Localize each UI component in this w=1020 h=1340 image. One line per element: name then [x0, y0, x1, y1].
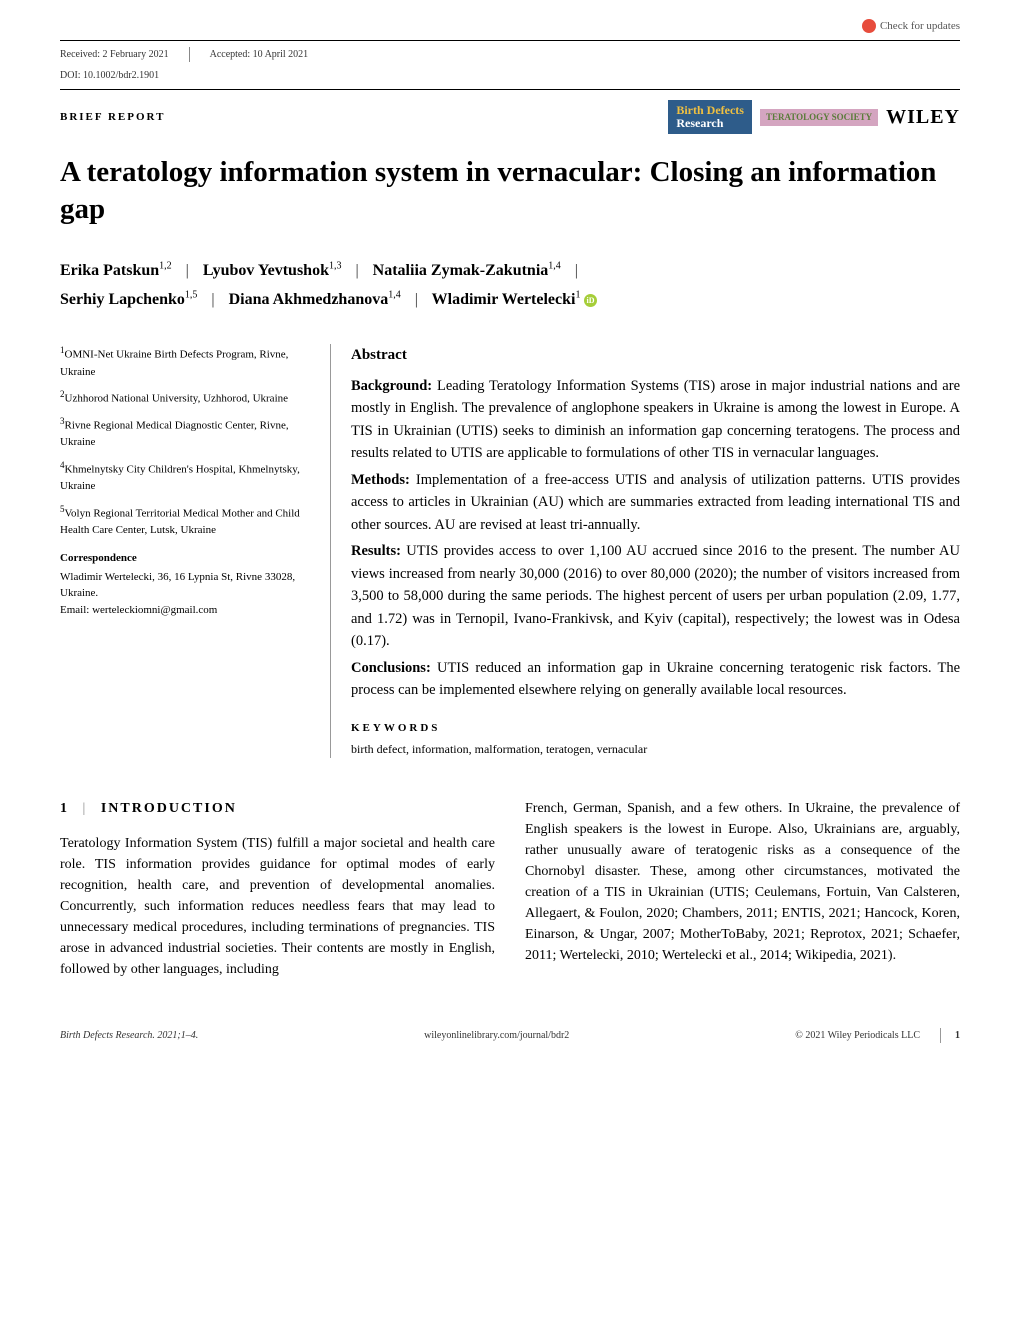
publisher-logo: WILEY [886, 102, 960, 132]
journal-badge: Birth Defects Research [668, 100, 752, 134]
main-columns: 1OMNI-Net Ukraine Birth Defects Program,… [60, 344, 960, 758]
accepted-date: Accepted: 10 April 2021 [210, 47, 329, 62]
report-type: BRIEF REPORT [60, 109, 165, 126]
doi: DOI: 10.1002/bdr2.1901 [60, 68, 960, 90]
footer-copyright: © 2021 Wiley Periodicals LLC [795, 1028, 920, 1043]
abstract-conclusions: Conclusions: UTIS reduced an information… [351, 657, 960, 702]
intro-column-right: French, German, Spanish, and a few other… [525, 798, 960, 980]
affiliations-column: 1OMNI-Net Ukraine Birth Defects Program,… [60, 344, 310, 758]
page-footer: Birth Defects Research. 2021;1–4. wileyo… [60, 1020, 960, 1043]
author: Lyubov Yevtushok1,3 [203, 262, 342, 279]
introduction-section: 1 | INTRODUCTION Teratology Information … [60, 798, 960, 980]
author: Wladimir Wertelecki1 [432, 291, 598, 308]
intro-column-left: 1 | INTRODUCTION Teratology Information … [60, 798, 495, 980]
intro-text-right: French, German, Spanish, and a few other… [525, 798, 960, 966]
author-separator: | [575, 262, 578, 279]
author-separator: | [211, 291, 214, 308]
authors-list: Erika Patskun1,2 | Lyubov Yevtushok1,3 |… [60, 257, 960, 315]
author-separator: | [186, 262, 189, 279]
received-date: Received: 2 February 2021 [60, 47, 190, 62]
keywords-text: birth defect, information, malformation,… [351, 740, 960, 758]
correspondence-email: Email: werteleckiomni@gmail.com [60, 602, 310, 619]
journal-line1: Birth Defects [676, 103, 744, 117]
author: Serhiy Lapchenko1,5 [60, 291, 197, 308]
footer-right: © 2021 Wiley Periodicals LLC 1 [795, 1028, 960, 1043]
journal-badges: Birth Defects Research TERATOLOGY SOCIET… [668, 100, 960, 134]
affiliation: 2Uzhhorod National University, Uzhhorod,… [60, 388, 310, 407]
abstract-label: Abstract [351, 344, 960, 367]
affiliation: 4Khmelnytsky City Children's Hospital, K… [60, 459, 310, 495]
society-badge: TERATOLOGY SOCIETY [760, 109, 878, 126]
header-row: BRIEF REPORT Birth Defects Research TERA… [60, 90, 960, 154]
intro-text-left: Teratology Information System (TIS) fulf… [60, 833, 495, 980]
page-number: 1 [940, 1028, 960, 1043]
section-heading: 1 | INTRODUCTION [60, 798, 495, 819]
author-separator: | [415, 291, 418, 308]
author-separator: | [355, 262, 358, 279]
author: Diana Akhmedzhanova1,4 [229, 291, 401, 308]
check-updates-text: Check for updates [880, 18, 960, 35]
abstract-results: Results: UTIS provides access to over 1,… [351, 540, 960, 652]
footer-url: wileyonlinelibrary.com/journal/bdr2 [424, 1028, 569, 1043]
abstract-methods: Methods: Implementation of a free-access… [351, 469, 960, 536]
correspondence-text: Wladimir Wertelecki, 36, 16 Lypnia St, R… [60, 569, 310, 602]
affiliation: 3Rivne Regional Medical Diagnostic Cente… [60, 415, 310, 451]
correspondence-label: Correspondence [60, 550, 310, 567]
author: Erika Patskun1,2 [60, 262, 172, 279]
affiliation: 5Volyn Regional Territorial Medical Moth… [60, 503, 310, 539]
orcid-icon[interactable] [584, 294, 597, 307]
author: Nataliia Zymak-Zakutnia1,4 [373, 262, 561, 279]
received-accepted-line: Received: 2 February 2021 Accepted: 10 A… [60, 41, 960, 68]
check-updates-badge[interactable]: Check for updates [862, 18, 960, 35]
journal-line2: Research [676, 116, 723, 130]
affiliation: 1OMNI-Net Ukraine Birth Defects Program,… [60, 344, 310, 380]
abstract-background: Background: Leading Teratology Informati… [351, 375, 960, 465]
article-title: A teratology information system in verna… [60, 154, 960, 227]
keywords-label: KEYWORDS [351, 720, 960, 737]
footer-citation: Birth Defects Research. 2021;1–4. [60, 1028, 198, 1043]
abstract-column: Abstract Background: Leading Teratology … [330, 344, 960, 758]
